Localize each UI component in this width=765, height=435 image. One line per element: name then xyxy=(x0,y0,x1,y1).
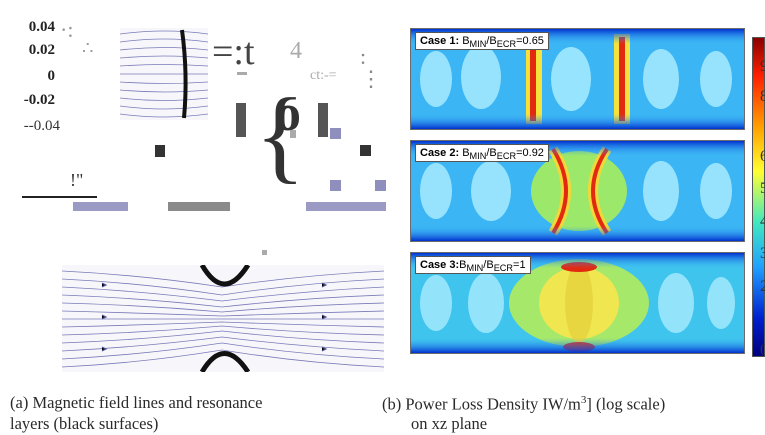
y-tick-label: 0.02 xyxy=(28,42,55,58)
case-formula: /B xyxy=(486,35,497,47)
artifact-bar xyxy=(360,145,371,156)
artifact-dots: ·: xyxy=(60,17,74,42)
artifact-bar xyxy=(330,180,341,191)
case-formula: B xyxy=(462,147,470,159)
case-formula: B xyxy=(459,259,467,271)
case-formula: B xyxy=(462,35,470,47)
artifact-glyph: !" xyxy=(70,170,84,190)
power-loss-map xyxy=(411,253,744,353)
artifact-bar xyxy=(318,103,328,137)
artifact-glyph: { xyxy=(255,76,306,193)
case-value: =1 xyxy=(513,259,526,271)
case-subscript: ECR xyxy=(496,151,517,162)
artifact-bar xyxy=(73,202,128,211)
artifact-dots: ⋮ xyxy=(360,66,382,91)
case-subscript: ECR xyxy=(493,263,514,274)
y-tick-label: -0.02 xyxy=(23,92,55,108)
caption-b-line1: (b) Power Loss Density IW/m3] (log scale… xyxy=(382,390,665,415)
y-tick-label: 0 xyxy=(47,68,56,84)
artifact-bar xyxy=(262,250,267,255)
case-subscript: ECR xyxy=(496,39,517,50)
caption-a-line1: (a) Magnetic field lines and resonance xyxy=(10,393,263,412)
artifact-glyph: o xyxy=(275,85,301,142)
artifact-dots: : xyxy=(360,44,367,69)
case-value: =0.92 xyxy=(516,147,544,159)
field-lines-panel-bottom xyxy=(62,265,384,372)
colorbar-tick: 6 xyxy=(760,148,765,165)
y-tick-label: --0.04 xyxy=(23,118,60,134)
case-formula: /B xyxy=(483,259,494,271)
power-loss-map xyxy=(411,141,744,241)
colorbar-tick: 2 xyxy=(760,278,765,295)
caption-b-text: (b) Power Loss Density IW/m xyxy=(382,394,581,414)
resonance-layer xyxy=(199,265,251,287)
colorbar-tick: 8 xyxy=(760,88,765,105)
artifact-glyph: 4 xyxy=(290,38,302,64)
caption-b-superscript: 3 xyxy=(580,394,587,406)
artifact-bar xyxy=(236,103,246,137)
caption-a-line2: layers (black surfaces) xyxy=(10,414,159,433)
case-subscript: MIN xyxy=(469,39,487,50)
field-lines-plot xyxy=(120,29,208,119)
artifact-bar xyxy=(237,72,247,75)
resonance-layer xyxy=(199,351,251,372)
colorbar-tick: 5 xyxy=(760,180,765,197)
resonance-layer xyxy=(180,29,188,119)
case-2-label: Case 2: BMIN/BECR=0.92 xyxy=(415,144,549,162)
artifact-bar xyxy=(155,145,165,157)
artifact-bar xyxy=(22,196,97,198)
case-1-panel: Case 1: BMIN/BECR=0.65 xyxy=(410,28,745,130)
caption-b-line2: on xz plane xyxy=(411,414,488,433)
artifact-glyph: ct:-= xyxy=(310,68,337,83)
case-subscript: MIN xyxy=(469,151,487,162)
case-prefix: Case 2: xyxy=(420,147,460,159)
case-prefix: Case 1: xyxy=(420,35,460,47)
case-formula: /B xyxy=(486,147,497,159)
case-3-panel: Case 3:BMIN/BECR=1 xyxy=(410,252,745,354)
artifact-bar xyxy=(290,130,296,138)
case-subscript: MIN xyxy=(466,263,484,274)
case-1-label: Case 1: BMIN/BECR=0.65 xyxy=(415,32,549,50)
artifact-bar xyxy=(375,180,386,191)
case-prefix: Case 3: xyxy=(420,259,460,271)
colorbar-tick: 3 xyxy=(760,245,765,262)
y-tick-label: 0.04 xyxy=(28,19,55,35)
artifact-bar xyxy=(330,128,341,139)
field-lines-panel-top xyxy=(120,28,208,120)
colorbar-tick: 0 xyxy=(760,342,765,359)
artifact-bar xyxy=(306,202,386,211)
field-lines-plot xyxy=(62,265,384,372)
case-3-label: Case 3:BMIN/BECR=1 xyxy=(415,256,531,274)
artifact-bar xyxy=(168,202,230,211)
case-value: =0.65 xyxy=(516,35,544,47)
artifact-dots: ∴ xyxy=(82,38,94,58)
artifact-glyph: =:t xyxy=(212,31,255,73)
colorbar-tick: 9 xyxy=(760,58,765,75)
case-2-panel: Case 2: BMIN/BECR=0.92 xyxy=(410,140,745,242)
caption-b-text: ] (log scale) xyxy=(586,394,666,414)
colorbar-tick: 4 xyxy=(760,213,765,230)
